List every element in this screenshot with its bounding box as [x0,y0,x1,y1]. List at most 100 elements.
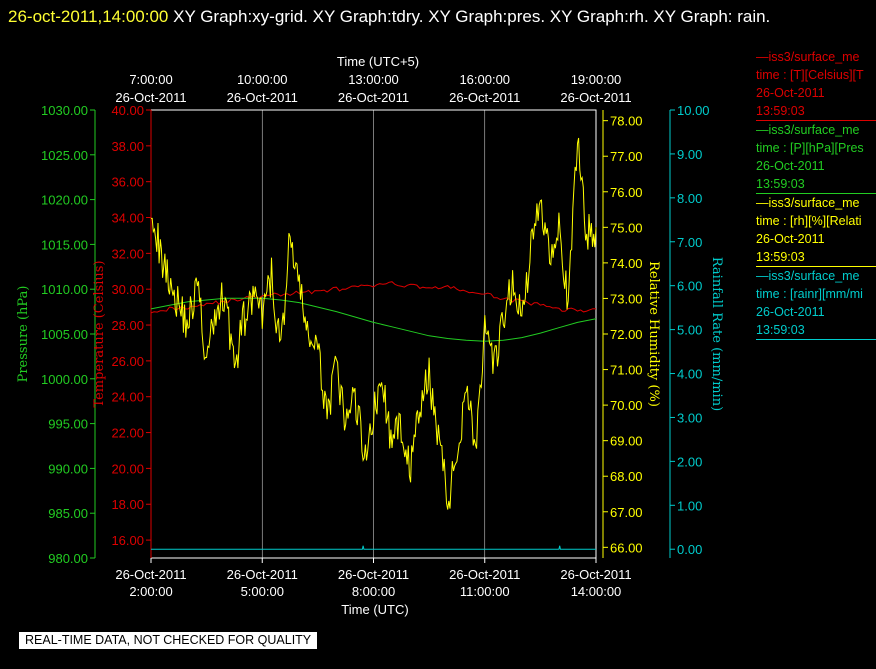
series-lines [150,137,597,550]
vertical-grid [261,110,486,558]
top-tick-label-date: 26-Oct-2011 [560,90,631,105]
bottom-tick-label-date: 26-Oct-2011 [115,567,186,582]
legend-time: 13:59:03 [756,177,805,191]
temperature-tick-label: 24.00 [111,390,144,405]
rain-tick-label: 3.00 [677,410,702,425]
rh-tick-label: 67.00 [610,505,643,520]
bottom-tick-label-date: 26-Oct-2011 [227,567,298,582]
legend-variable: time : [rh][%][Relati [756,214,862,228]
pressure-axis-title: Pressure (hPa) [16,286,31,383]
bottom-tick-label-date: 26-Oct-2011 [560,567,631,582]
legend-entry-pressure: —iss3/surface_me time : [P][hPa][Pres 26… [756,121,876,194]
temperature-tick-label: 40.00 [111,103,144,118]
legend-date: 26-Oct-2011 [756,86,825,100]
rh-tick-label: 75.00 [610,220,643,235]
rh-tick-label: 70.00 [610,398,643,413]
rain-tick-label: 6.00 [677,279,702,294]
legend-source: —iss3/surface_me [756,50,860,64]
temperature-tick-label: 26.00 [111,354,144,369]
temperature-tick-label: 32.00 [111,246,144,261]
top-tick-label-date: 26-Oct-2011 [115,90,186,105]
temperature-tick-label: 20.00 [111,461,144,476]
rain-tick-label: 1.00 [677,498,702,513]
bottom-tick-label-time: 8:00:00 [352,584,395,599]
temperature-tick-label: 18.00 [111,497,144,512]
page-title: 26-oct-2011,14:00:00 XY Graph:xy-grid. X… [8,2,868,32]
series-rainr [151,545,596,550]
bottom-tick-label-time: 2:00:00 [129,584,172,599]
rh-tick-label: 74.00 [610,256,643,271]
rh-tick-label: 76.00 [610,185,643,200]
legend-date: 26-Oct-2011 [756,305,825,319]
temperature-tick-label: 16.00 [111,533,144,548]
temperature-tick-label: 28.00 [111,318,144,333]
legend-source: —iss3/surface_me [756,123,860,137]
legend-variable: time : [P][hPa][Pres [756,141,864,155]
temperature-axis-title: Temperature (Celsius) [92,260,107,407]
temperature-tick-label: 36.00 [111,175,144,190]
rh-tick-label: 77.00 [610,149,643,164]
pressure-tick-label: 1015.00 [41,237,88,252]
pressure-tick-label: 1020.00 [41,193,88,208]
legend-source: —iss3/surface_me [756,269,860,283]
rain-tick-label: 7.00 [677,235,702,250]
pressure-tick-label: 1025.00 [41,148,88,163]
top-tick-label-time: 19:00:00 [571,72,622,87]
legend-date: 26-Oct-2011 [756,232,825,246]
legend-entry-rain: —iss3/surface_me time : [rainr][mm/mi 26… [756,267,876,340]
temperature-tick-label: 34.00 [111,211,144,226]
legend-date: 26-Oct-2011 [756,159,825,173]
bottom-tick-label-time: 11:00:00 [460,584,510,599]
rh-tick-label: 78.00 [610,114,643,129]
pressure-tick-label: 1005.00 [41,327,88,342]
top-tick-label-time: 7:00:00 [129,72,172,87]
bottom-tick-label-time: 5:00:00 [241,584,284,599]
top-tick-label-time: 10:00:00 [237,72,288,87]
pressure-tick-label: 995.00 [48,417,88,432]
bottom-tick-label-date: 26-Oct-2011 [449,567,520,582]
top-axis-title: Time (UTC+5) [337,54,419,69]
temperature-tick-label: 22.00 [111,426,144,441]
bottom-tick-label-time: 14:00:00 [571,584,622,599]
rain-tick-label: 8.00 [677,191,702,206]
legend-source: —iss3/surface_me [756,196,860,210]
rh-tick-label: 66.00 [610,540,643,555]
pressure-tick-label: 985.00 [48,506,88,521]
legend: —iss3/surface_me time : [T][Celsius][T 2… [756,48,876,340]
rh-tick-label: 72.00 [610,327,643,342]
legend-entry-temperature: —iss3/surface_me time : [T][Celsius][T 2… [756,48,876,121]
legend-entry-rh: —iss3/surface_me time : [rh][%][Relati 2… [756,194,876,267]
pressure-tick-label: 1030.00 [41,103,88,118]
pressure-tick-label: 1010.00 [41,282,88,297]
top-tick-label-date: 26-Oct-2011 [449,90,520,105]
bottom-axis-title: Time (UTC) [341,602,408,617]
pressure-tick-label: 990.00 [48,461,88,476]
temperature-tick-label: 38.00 [111,139,144,154]
top-tick-label-date: 26-Oct-2011 [338,90,409,105]
rain-tick-label: 4.00 [677,367,702,382]
timestamp: 26-oct-2011,14:00:00 [8,7,169,26]
rh-tick-label: 68.00 [610,469,643,484]
graph-list: XY Graph:xy-grid. XY Graph:tdry. XY Grap… [173,7,771,26]
bottom-tick-label-date: 26-Oct-2011 [338,567,409,582]
series-rh [151,137,597,510]
axes: 7:00:00 26-Oct-2011 10:00:00 26-Oct-2011 13:… [41,72,710,599]
top-tick-label-date: 26-Oct-2011 [227,90,298,105]
rain-tick-label: 9.00 [677,147,702,162]
rain-axis-title: Rainfall Rate (mm/min) [709,257,724,411]
rh-tick-label: 73.00 [610,291,643,306]
pressure-tick-label: 1000.00 [41,372,88,387]
top-tick-label-time: 16:00:00 [459,72,510,87]
rain-tick-label: 5.00 [677,323,702,338]
rh-tick-label: 71.00 [610,363,643,378]
legend-time: 13:59:03 [756,323,805,337]
legend-time: 13:59:03 [756,250,805,264]
legend-variable: time : [rainr][mm/mi [756,287,863,301]
rain-tick-label: 2.00 [677,454,702,469]
rain-tick-label: 0.00 [677,542,702,557]
top-tick-label-time: 13:00:00 [348,72,399,87]
legend-time: 13:59:03 [756,104,805,118]
rain-tick-label: 10.00 [677,103,710,118]
quality-notice: REAL-TIME DATA, NOT CHECKED FOR QUALITY [19,632,318,649]
